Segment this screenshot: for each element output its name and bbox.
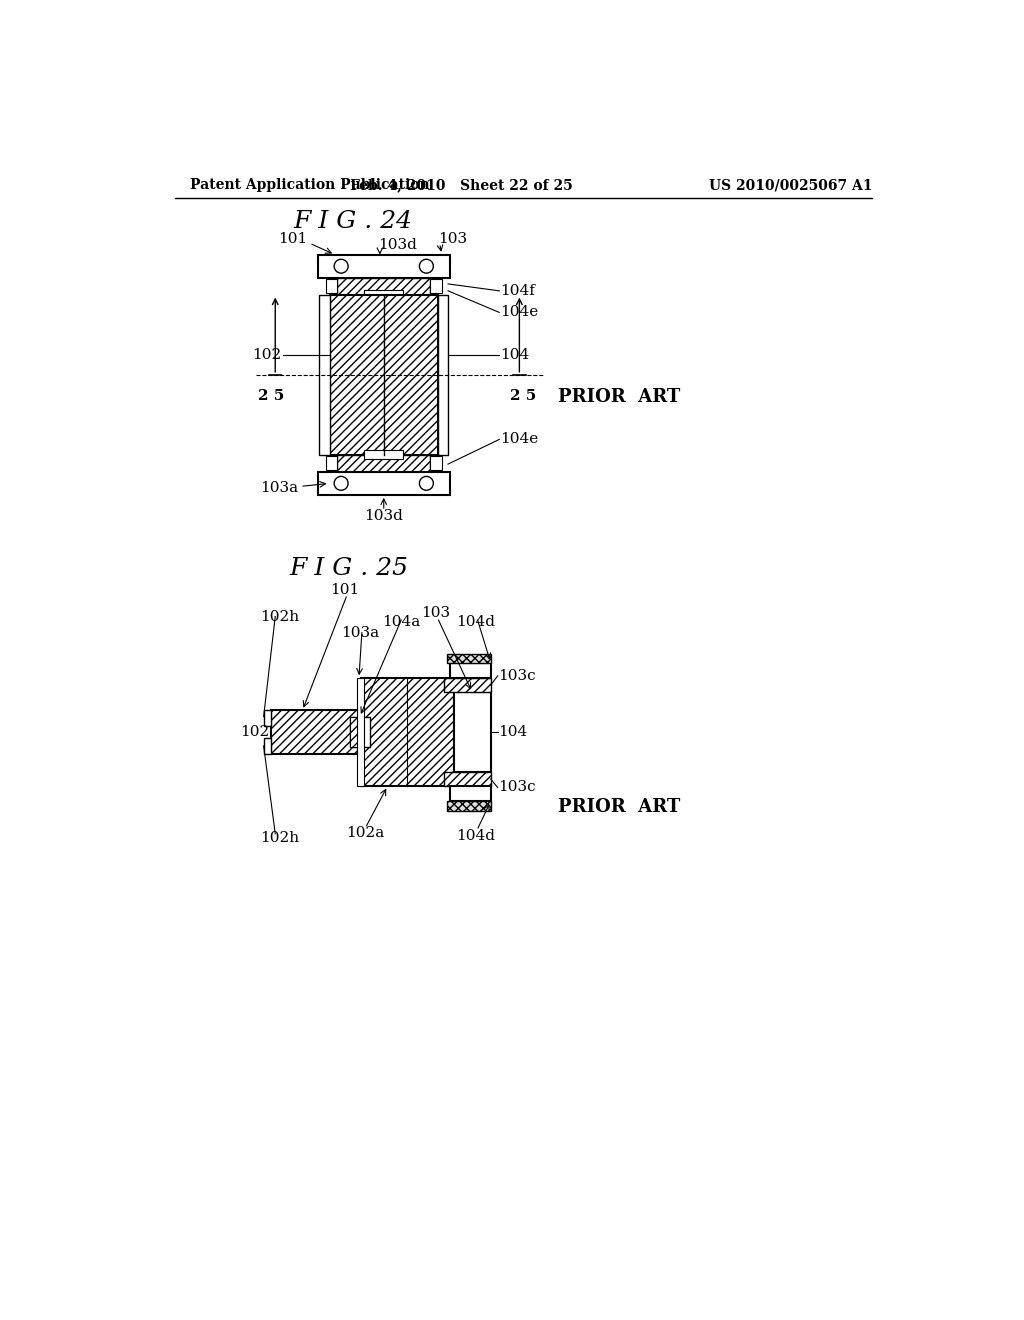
Text: 104e: 104e <box>500 305 539 319</box>
Text: 104d: 104d <box>456 829 495 843</box>
Text: 103a: 103a <box>260 480 299 495</box>
Text: 103d: 103d <box>365 510 403 524</box>
Text: 102: 102 <box>252 347 282 362</box>
Bar <box>337 277 430 294</box>
Bar <box>357 678 364 785</box>
Text: PRIOR  ART: PRIOR ART <box>558 388 680 407</box>
Text: 104: 104 <box>500 347 529 362</box>
Text: 103d: 103d <box>378 238 417 252</box>
Bar <box>330 294 438 455</box>
Bar <box>454 692 490 772</box>
Bar <box>271 710 360 754</box>
Bar <box>317 471 450 495</box>
Text: 104f: 104f <box>500 284 535 298</box>
Text: 103: 103 <box>438 232 467 247</box>
Bar <box>444 772 490 785</box>
Text: 104: 104 <box>499 725 527 739</box>
Bar <box>319 294 330 455</box>
Bar <box>450 785 490 801</box>
Text: 102h: 102h <box>260 830 299 845</box>
Text: PRIOR  ART: PRIOR ART <box>558 797 680 816</box>
Text: Feb. 4, 2010   Sheet 22 of 25: Feb. 4, 2010 Sheet 22 of 25 <box>350 178 572 193</box>
Text: 102a: 102a <box>346 826 384 840</box>
Text: 102h: 102h <box>260 610 299 623</box>
Bar <box>326 280 337 293</box>
Text: 2 5: 2 5 <box>258 388 285 403</box>
Text: 104e: 104e <box>500 433 539 446</box>
Bar <box>365 450 403 459</box>
Bar <box>326 457 337 470</box>
Bar <box>444 678 490 692</box>
Bar <box>360 678 454 785</box>
Bar <box>263 710 271 726</box>
Text: 103c: 103c <box>499 780 537 795</box>
Bar <box>450 663 490 678</box>
Text: Patent Application Publication: Patent Application Publication <box>190 178 430 193</box>
Text: 103a: 103a <box>341 627 380 640</box>
Text: F I G . 25: F I G . 25 <box>290 557 409 579</box>
Text: 103: 103 <box>421 606 451 619</box>
Bar <box>263 738 271 754</box>
Bar <box>337 455 430 471</box>
Text: 101: 101 <box>279 232 308 247</box>
Bar <box>349 717 370 747</box>
Text: 102: 102 <box>241 725 270 739</box>
Bar <box>430 280 442 293</box>
Text: US 2010/0025067 A1: US 2010/0025067 A1 <box>710 178 872 193</box>
Bar <box>447 801 490 810</box>
Bar <box>317 255 450 277</box>
Bar <box>438 294 449 455</box>
Text: 101: 101 <box>331 582 359 597</box>
Bar <box>447 653 490 663</box>
Text: 2 5: 2 5 <box>510 388 537 403</box>
Text: 104a: 104a <box>382 615 420 628</box>
Text: F I G . 24: F I G . 24 <box>293 210 413 234</box>
Bar <box>365 290 403 300</box>
Bar <box>430 457 442 470</box>
Text: 104d: 104d <box>456 615 495 628</box>
Bar <box>349 717 359 747</box>
Text: 103c: 103c <box>499 669 537 682</box>
